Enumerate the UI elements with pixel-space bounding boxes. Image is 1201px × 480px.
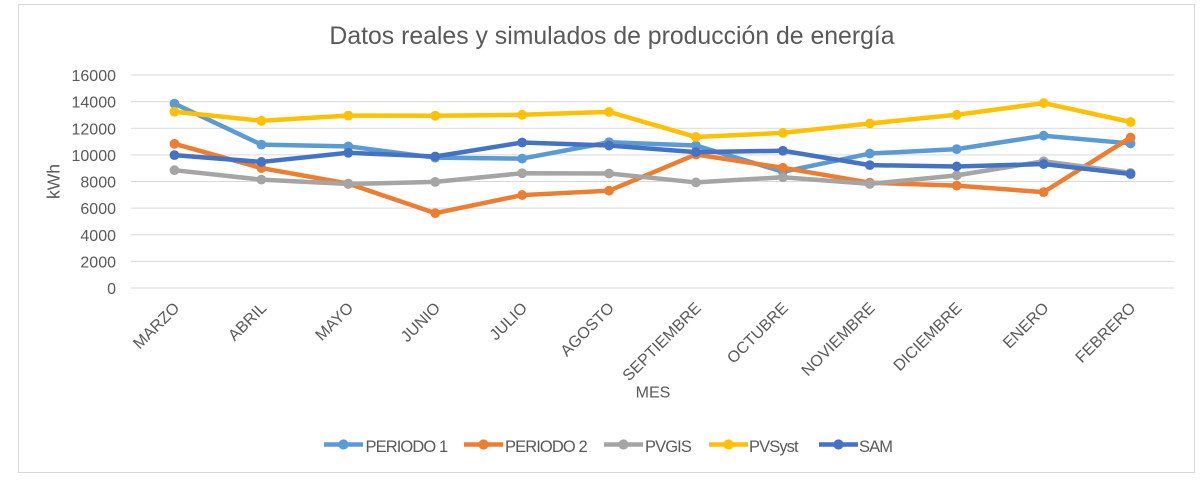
svg-text:6000: 6000	[80, 201, 116, 218]
svg-text:8000: 8000	[80, 175, 116, 192]
svg-text:PVSyst: PVSyst	[749, 438, 799, 456]
svg-text:kWh: kWh	[44, 164, 64, 199]
svg-text:PVGIS: PVGIS	[645, 438, 692, 456]
svg-text:10000: 10000	[72, 148, 117, 165]
svg-text:0: 0	[107, 281, 116, 298]
svg-text:Datos reales y simulados de pr: Datos reales y simulados de producción d…	[329, 23, 894, 50]
svg-text:2000: 2000	[80, 254, 116, 271]
svg-text:PERIODO 1: PERIODO 1	[366, 438, 448, 456]
svg-text:SAM: SAM	[859, 438, 892, 456]
svg-text:MES: MES	[636, 385, 671, 402]
svg-text:12000: 12000	[72, 121, 117, 138]
svg-text:16000: 16000	[72, 68, 117, 85]
svg-text:PERIODO 2: PERIODO 2	[505, 438, 587, 456]
svg-text:14000: 14000	[72, 95, 117, 112]
svg-text:4000: 4000	[80, 228, 116, 245]
